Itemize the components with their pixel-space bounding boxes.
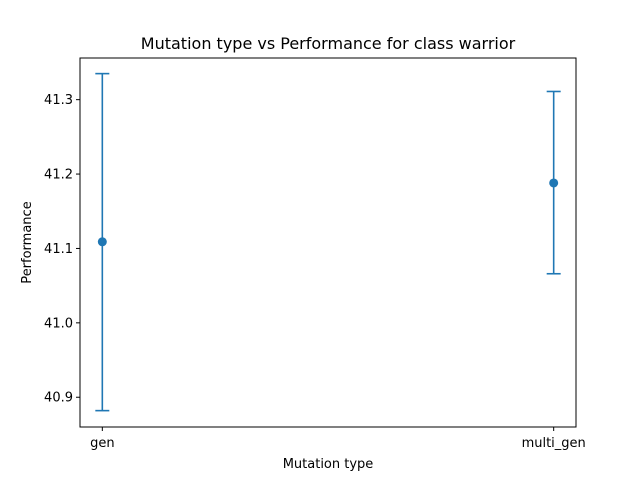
plot-marks <box>95 72 561 412</box>
y-tick-label: 41.1 <box>44 242 73 257</box>
data-point <box>97 237 107 247</box>
x-axis-label: Mutation type <box>283 457 374 472</box>
x-axis: gen multi_gen <box>90 427 586 451</box>
y-axis-label: Performance <box>20 201 35 283</box>
y-tick-label: 40.9 <box>44 391 73 406</box>
chart-title: Mutation type vs Performance for class w… <box>141 34 516 53</box>
x-tick-label: multi_gen <box>522 436 586 451</box>
y-tick-label: 41.3 <box>44 93 73 108</box>
x-tick-label: gen <box>90 436 115 451</box>
data-point <box>549 178 559 188</box>
plot-frame <box>79 57 577 428</box>
y-axis: 40.9 41.0 41.1 41.2 41.3 <box>44 93 80 406</box>
y-tick-label: 41.2 <box>44 168 73 183</box>
y-tick-label: 41.0 <box>44 316 73 331</box>
